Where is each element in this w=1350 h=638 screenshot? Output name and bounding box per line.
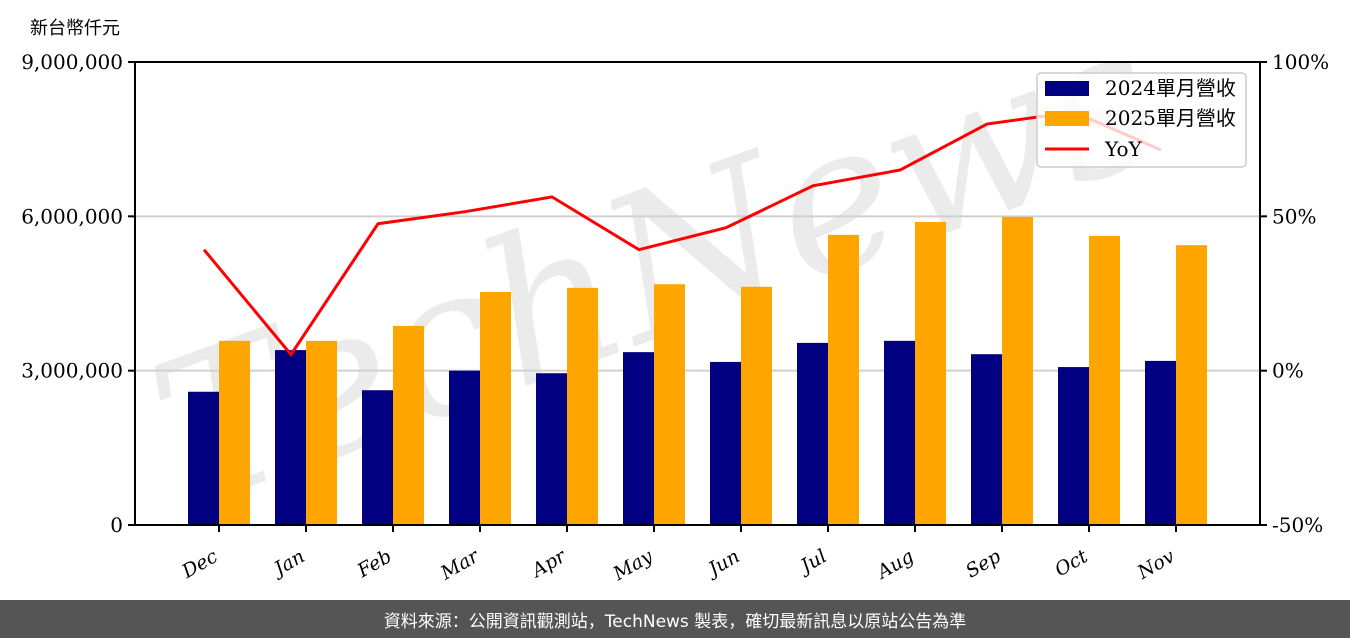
legend-swatch bbox=[1045, 111, 1089, 126]
x-tick-label: Jul bbox=[794, 545, 831, 579]
x-tick-label: May bbox=[609, 545, 657, 585]
bar-2024 bbox=[884, 340, 915, 525]
bar-2025 bbox=[567, 287, 598, 525]
bar-2025 bbox=[306, 340, 337, 525]
bar-2024 bbox=[275, 350, 306, 525]
bar-2025 bbox=[741, 286, 772, 525]
y-tick-label: 0 bbox=[110, 513, 123, 537]
legend-label: 2024單月營收 bbox=[1105, 76, 1236, 100]
x-tick-label: Mar bbox=[436, 544, 484, 584]
bar-2024 bbox=[1058, 367, 1089, 525]
bar-2025 bbox=[654, 284, 685, 525]
x-tick-label: Aug bbox=[872, 545, 918, 584]
legend-label: 2025單月營收 bbox=[1105, 106, 1236, 130]
yoy-polyline bbox=[202, 110, 1162, 358]
y2-tick-label: 0% bbox=[1272, 359, 1304, 383]
y-tick-label: 9,000,000 bbox=[21, 50, 123, 74]
legend-label: YoY bbox=[1104, 137, 1143, 161]
x-tick-label: Nov bbox=[1133, 545, 1179, 584]
x-tick-label: Jun bbox=[701, 545, 743, 582]
bar-2025 bbox=[1002, 216, 1033, 525]
bar-2024 bbox=[362, 390, 393, 525]
legend-box bbox=[1036, 72, 1247, 168]
x-tick-label: Jan bbox=[267, 545, 308, 582]
bar-2024 bbox=[449, 370, 480, 525]
bar-2025 bbox=[480, 291, 511, 525]
bar-2024 bbox=[188, 391, 219, 525]
y-tick-label: 3,000,000 bbox=[21, 359, 123, 383]
x-tick-label: Dec bbox=[177, 545, 221, 583]
bar-series bbox=[188, 216, 1207, 526]
y2-tick-label: 50% bbox=[1272, 204, 1316, 228]
bar-2024 bbox=[536, 373, 567, 525]
x-tick-label: Sep bbox=[962, 545, 1005, 582]
bar-2025 bbox=[915, 221, 946, 525]
bar-2025 bbox=[1176, 245, 1207, 526]
legend-swatch bbox=[1045, 81, 1089, 96]
x-tick-label: Apr bbox=[526, 544, 571, 582]
bar-2024 bbox=[1145, 360, 1176, 525]
y-axis-unit-label: 新台幣仟元 bbox=[30, 18, 120, 39]
x-tick-label: Feb bbox=[353, 545, 396, 582]
legend: 2024單月營收 2025單月營收 YoY bbox=[1036, 72, 1247, 168]
x-tick-label: Oct bbox=[1051, 545, 1092, 581]
bar-2025 bbox=[828, 234, 859, 525]
revenue-chart: TechNews 03,000,0006,000,0009,000,000-50… bbox=[21, 0, 1329, 586]
y2-tick-label: 100% bbox=[1272, 50, 1329, 74]
bar-2024 bbox=[710, 361, 741, 525]
bar-2025 bbox=[219, 340, 250, 525]
source-footer: 資料來源：公開資訊觀測站，TechNews 製表，確切最新訊息以原站公告為準 bbox=[0, 600, 1350, 638]
bar-2024 bbox=[623, 352, 654, 525]
plot-frame bbox=[134, 61, 1261, 526]
y2-tick-label: -50% bbox=[1272, 513, 1323, 537]
bar-2025 bbox=[1089, 235, 1120, 526]
bar-2024 bbox=[797, 342, 828, 525]
y-tick-label: 6,000,000 bbox=[21, 204, 123, 228]
yoy-line bbox=[202, 110, 1162, 358]
bar-2025 bbox=[393, 325, 424, 525]
bar-2024 bbox=[971, 354, 1002, 525]
